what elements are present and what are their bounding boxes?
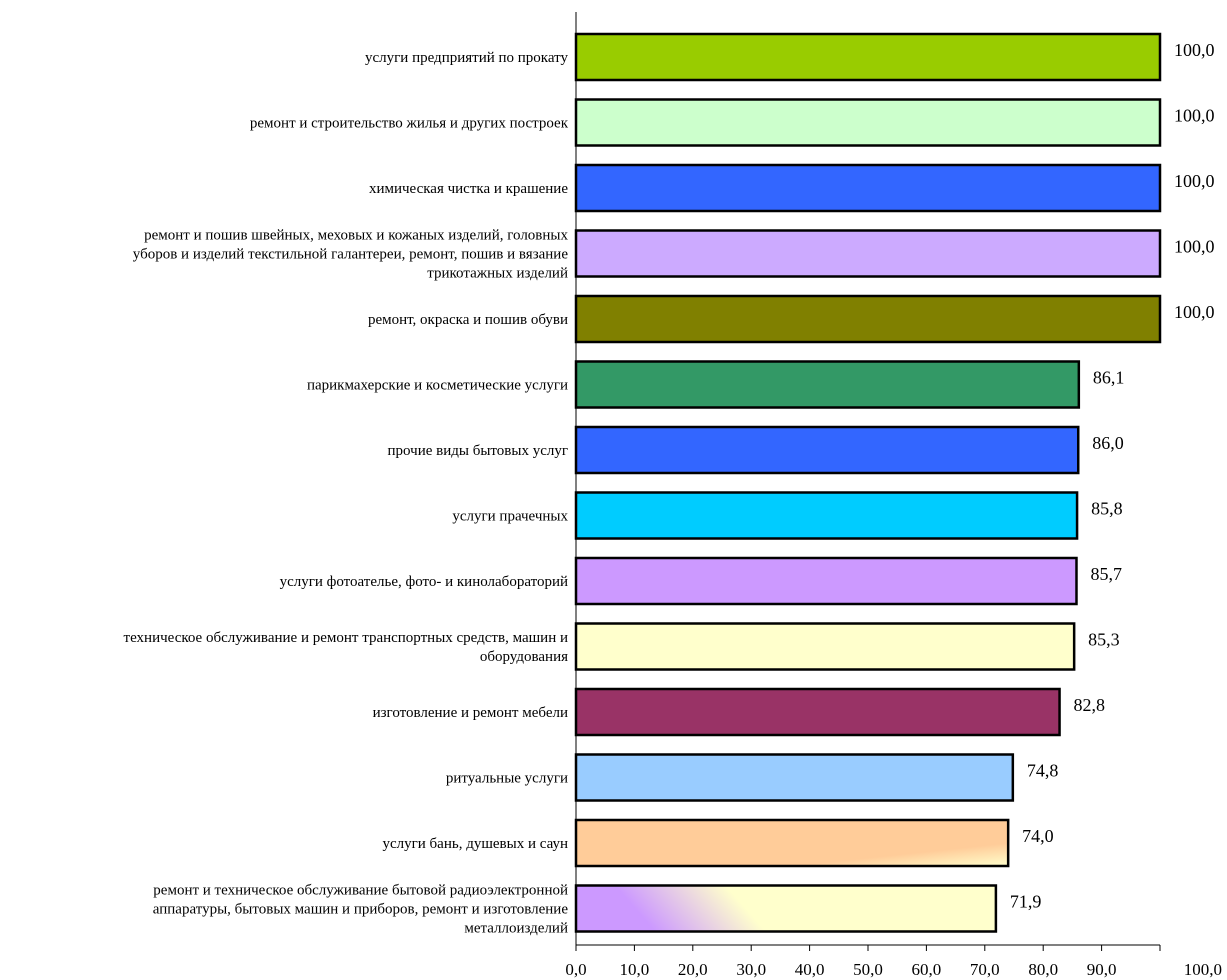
category-label-8: услуги фотоателье, фото- и кинолаборатор… <box>280 574 568 590</box>
value-label-8: 85,7 <box>1090 564 1122 584</box>
value-labels: 100,0 100,0 100,0 100,0 100,0 86,1 86,0 85,8 85,… <box>1010 40 1215 912</box>
x-tick-label-6: 60,0 <box>912 960 942 979</box>
category-labels: услуги предприятий по прокату ремонт и ст… <box>124 50 569 937</box>
category-label-9: техническое обслуживание и ремонт трансп… <box>124 630 569 665</box>
category-label-1: ремонт и строительство жилья и других по… <box>250 116 569 132</box>
x-tick-label-10: 100,0 <box>1184 960 1222 979</box>
category-label-0: услуги предприятий по прокату <box>365 50 568 66</box>
bar-4 <box>574 294 1162 344</box>
x-tick-label-7: 70,0 <box>970 960 1000 979</box>
bar-8 <box>574 556 1078 606</box>
bar-3 <box>574 229 1162 278</box>
category-label-10: изготовление и ремонт мебели <box>373 705 568 721</box>
x-tick-label-5: 50,0 <box>853 960 883 979</box>
x-tick-label-0: 0,0 <box>565 960 586 979</box>
x-tick-label-2: 20,0 <box>678 960 708 979</box>
bar-10 <box>574 687 1061 737</box>
value-label-13: 71,9 <box>1010 892 1042 912</box>
x-tick-label-1: 10,0 <box>620 960 650 979</box>
category-label-5: парикмахерские и косметические услуги <box>307 378 568 394</box>
value-label-9: 85,3 <box>1088 630 1120 650</box>
bar-9 <box>574 622 1076 671</box>
bar-6 <box>574 425 1080 475</box>
category-label-4: ремонт, окраска и пошив обуви <box>368 312 568 328</box>
category-label-2: химическая чистка и крашение <box>369 181 568 197</box>
value-label-12: 74,0 <box>1022 826 1053 846</box>
value-label-11: 74,8 <box>1027 761 1059 781</box>
bar-7 <box>574 491 1079 540</box>
x-tick-label-3: 30,0 <box>736 960 766 979</box>
category-label-3: ремонт и пошив швейных, меховых и кожаны… <box>133 228 569 282</box>
value-label-5: 86,1 <box>1093 368 1125 388</box>
value-label-6: 86,0 <box>1092 433 1124 453</box>
bar-5 <box>574 360 1081 409</box>
category-label-13: ремонт и техническое обслуживание бытово… <box>153 883 569 937</box>
category-label-12: услуги бань, душевых и саун <box>382 836 568 852</box>
bars-layer <box>574 32 1162 933</box>
x-tick-label-9: 90,0 <box>1087 960 1117 979</box>
value-label-4: 100,0 <box>1174 302 1215 322</box>
bar-2 <box>574 163 1162 213</box>
x-tick-label-4: 40,0 <box>795 960 825 979</box>
bar-13 <box>574 884 998 933</box>
value-label-1: 100,0 <box>1174 106 1215 126</box>
bar-12 <box>574 818 1010 868</box>
category-label-11: ритуальные услуги <box>446 771 568 787</box>
value-label-0: 100,0 <box>1174 40 1215 60</box>
axes: 0,0 10,0 20,0 30,0 40,0 50,0 60,0 70,0 80,0 90,0 1… <box>565 12 1222 979</box>
category-label-6: прочие виды бытовых услуг <box>388 443 568 459</box>
bar-1 <box>574 98 1162 147</box>
value-label-3: 100,0 <box>1174 237 1215 257</box>
bar-11 <box>574 753 1015 802</box>
category-label-7: услуги прачечных <box>452 509 568 525</box>
value-label-10: 82,8 <box>1074 695 1106 715</box>
value-label-2: 100,0 <box>1174 171 1215 191</box>
value-label-7: 85,8 <box>1091 499 1123 519</box>
x-tick-label-8: 80,0 <box>1028 960 1058 979</box>
bar-0 <box>574 32 1162 82</box>
